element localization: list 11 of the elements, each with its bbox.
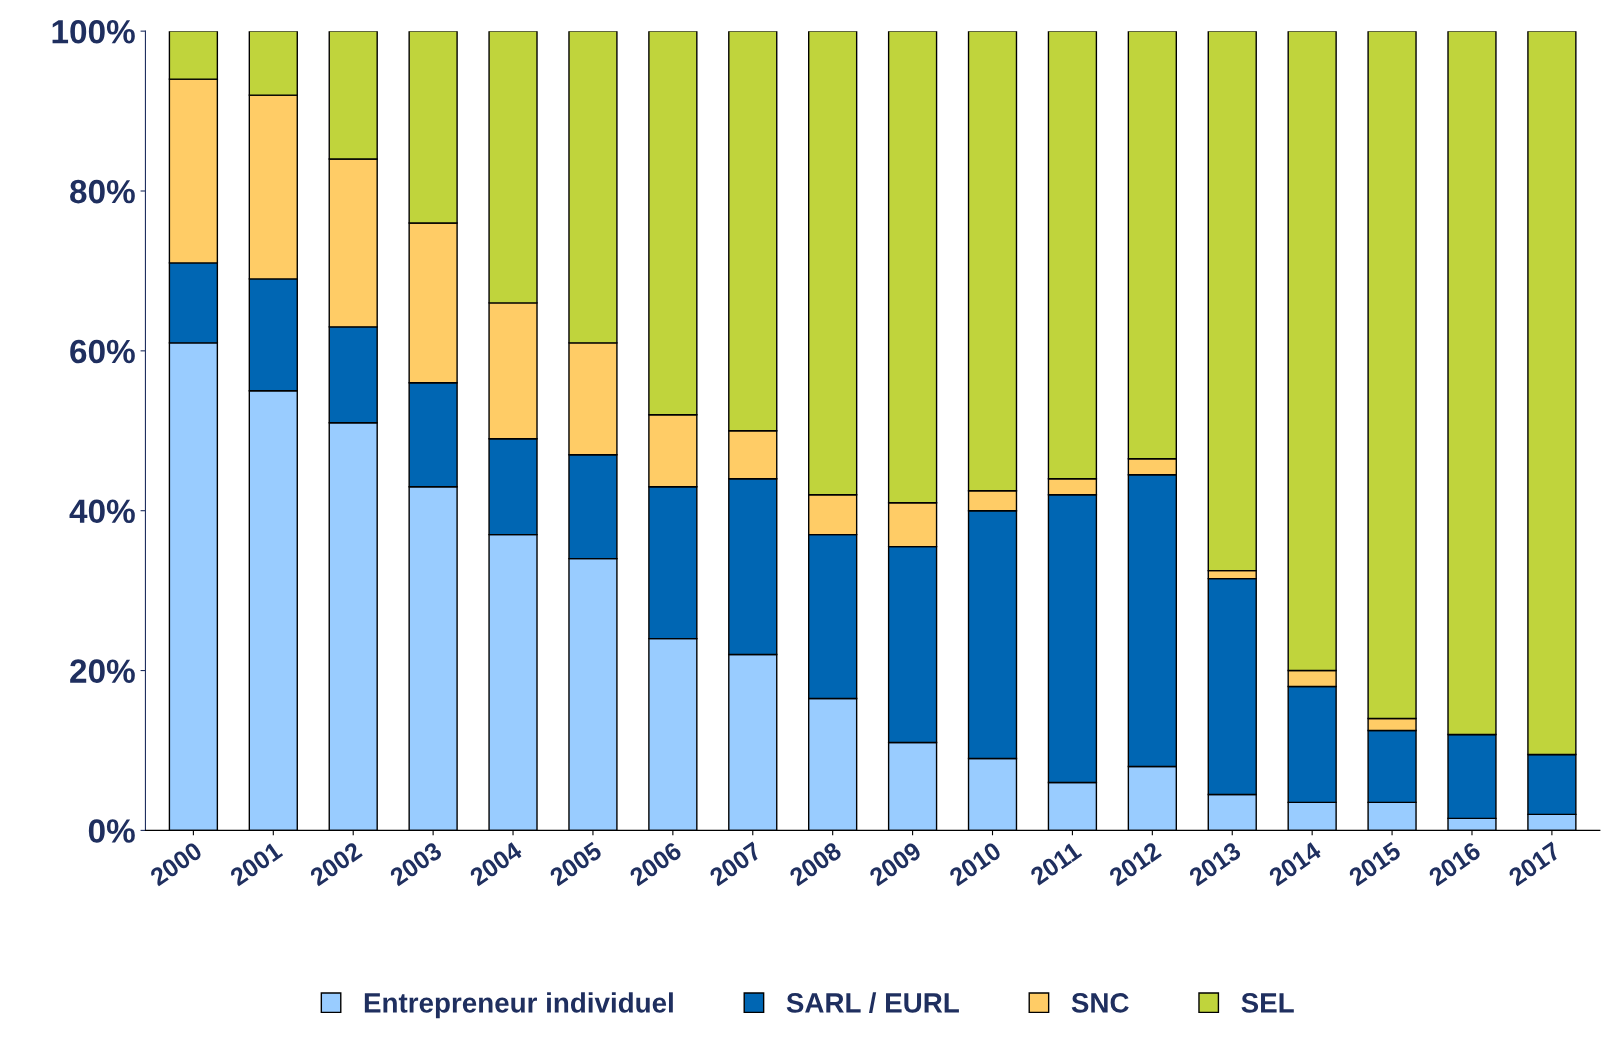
y-tick-label: 100% (52, 19, 135, 44)
legend-label: Entrepreneur individuel (364, 992, 673, 1019)
y-tick-label: 20% (70, 659, 135, 683)
y-tick-label: 80% (70, 179, 135, 204)
x-tick-label: 2001 (228, 841, 284, 887)
legend-label: SEL (1241, 993, 1294, 1013)
y-tick-label: 0% (88, 819, 135, 843)
y-tick-label: 60% (70, 339, 135, 364)
legend-label: SARL / EURL (786, 992, 959, 1013)
y-tick-label: 40% (69, 499, 135, 524)
legend-label: SNC (1071, 993, 1129, 1013)
